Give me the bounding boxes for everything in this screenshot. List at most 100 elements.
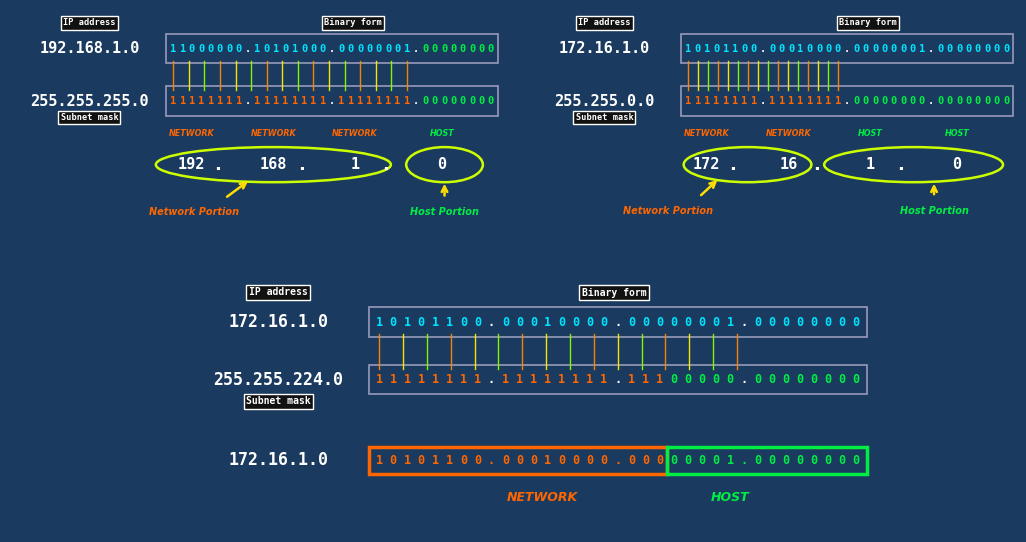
Text: IP address: IP address: [579, 18, 631, 28]
Text: 1: 1: [273, 96, 279, 106]
Text: 1: 1: [376, 373, 383, 386]
Text: Binary form: Binary form: [838, 18, 897, 28]
Text: HOST: HOST: [710, 491, 749, 504]
Text: .: .: [488, 315, 495, 328]
Text: .: .: [728, 156, 736, 173]
Text: 1: 1: [474, 373, 481, 386]
Text: 0: 0: [264, 43, 270, 54]
Text: 0: 0: [487, 96, 495, 106]
Text: 0: 0: [770, 43, 776, 54]
Text: 0: 0: [712, 454, 719, 467]
Text: 1: 1: [445, 315, 452, 328]
Text: 1: 1: [254, 96, 261, 106]
Text: 1: 1: [770, 96, 776, 106]
Text: 0: 0: [712, 315, 719, 328]
Text: 0: 0: [441, 43, 447, 54]
Text: 1: 1: [825, 96, 832, 106]
Text: 1: 1: [376, 315, 383, 328]
Text: IP address: IP address: [64, 18, 116, 28]
Text: 0: 0: [460, 454, 467, 467]
Text: NETWORK: NETWORK: [332, 129, 378, 138]
Text: 0: 0: [938, 43, 944, 54]
Text: 1: 1: [339, 96, 345, 106]
Text: .: .: [898, 156, 904, 173]
Text: 0: 0: [938, 96, 944, 106]
Text: 1: 1: [685, 43, 692, 54]
Text: IP address: IP address: [249, 287, 308, 298]
Text: 1: 1: [732, 43, 738, 54]
Text: 0: 0: [558, 454, 565, 467]
Text: 0: 0: [390, 315, 397, 328]
Text: 1: 1: [600, 373, 607, 386]
Text: 1: 1: [170, 43, 176, 54]
Text: 0: 0: [891, 96, 897, 106]
Text: 0: 0: [863, 43, 869, 54]
Text: .: .: [615, 454, 622, 467]
Text: 1: 1: [797, 43, 803, 54]
Text: 0: 0: [881, 43, 887, 54]
Text: 1: 1: [291, 43, 298, 54]
Text: 1: 1: [320, 96, 326, 106]
Text: 0: 0: [460, 96, 466, 106]
Text: .: .: [413, 43, 420, 54]
Text: 172: 172: [693, 157, 720, 172]
Text: 0: 0: [965, 96, 972, 106]
Text: 172.16.1.0: 172.16.1.0: [559, 41, 650, 56]
Text: 1: 1: [657, 373, 664, 386]
Text: .: .: [741, 454, 748, 467]
Text: 0: 0: [816, 43, 822, 54]
Text: 0: 0: [1002, 96, 1010, 106]
Text: .: .: [488, 454, 495, 467]
Text: 1: 1: [919, 43, 925, 54]
Text: 0: 0: [909, 96, 915, 106]
Text: 0: 0: [726, 373, 734, 386]
Text: 0: 0: [854, 43, 860, 54]
Text: .: .: [298, 156, 305, 173]
Text: .: .: [245, 96, 251, 106]
Text: 0: 0: [853, 454, 860, 467]
Text: 1: 1: [282, 96, 288, 106]
Text: 0: 0: [699, 454, 706, 467]
Text: .: .: [213, 156, 221, 173]
Text: 1: 1: [301, 96, 307, 106]
Text: 0: 0: [975, 96, 981, 106]
Text: 0: 0: [825, 315, 832, 328]
Text: 1: 1: [273, 43, 279, 54]
Text: 0: 0: [573, 454, 580, 467]
Text: 0: 0: [919, 96, 925, 106]
Text: 1: 1: [722, 96, 728, 106]
Text: 1: 1: [797, 96, 803, 106]
Text: 1: 1: [628, 373, 635, 386]
Text: 1: 1: [726, 315, 734, 328]
Text: 192.168.1.0: 192.168.1.0: [39, 41, 140, 56]
Text: 0: 0: [320, 43, 326, 54]
Text: Subnet mask: Subnet mask: [576, 113, 633, 122]
Text: 0: 0: [573, 315, 580, 328]
Text: 0: 0: [530, 315, 537, 328]
Text: 0: 0: [712, 373, 719, 386]
Text: 0: 0: [423, 43, 429, 54]
Text: 168: 168: [260, 157, 287, 172]
Text: Network Portion: Network Portion: [623, 205, 713, 216]
Text: 1: 1: [685, 96, 692, 106]
Text: 0: 0: [642, 454, 649, 467]
Text: Host Portion: Host Portion: [410, 207, 479, 217]
Text: NETWORK: NETWORK: [506, 491, 578, 504]
Text: 0: 0: [586, 315, 593, 328]
Text: 1: 1: [741, 96, 748, 106]
Text: 0: 0: [657, 454, 664, 467]
Text: 0: 0: [628, 315, 635, 328]
Text: 1: 1: [704, 96, 710, 106]
Text: 1: 1: [544, 373, 551, 386]
Text: 0: 0: [872, 96, 878, 106]
Text: 1: 1: [432, 373, 439, 386]
Text: 0: 0: [835, 43, 841, 54]
Text: 1: 1: [530, 373, 537, 386]
Text: .: .: [383, 156, 389, 173]
Text: .: .: [844, 43, 851, 54]
Text: 1: 1: [403, 373, 410, 386]
Text: 1: 1: [189, 96, 195, 106]
Text: 0: 0: [713, 43, 719, 54]
Text: 1: 1: [722, 43, 728, 54]
Text: 1: 1: [418, 373, 425, 386]
